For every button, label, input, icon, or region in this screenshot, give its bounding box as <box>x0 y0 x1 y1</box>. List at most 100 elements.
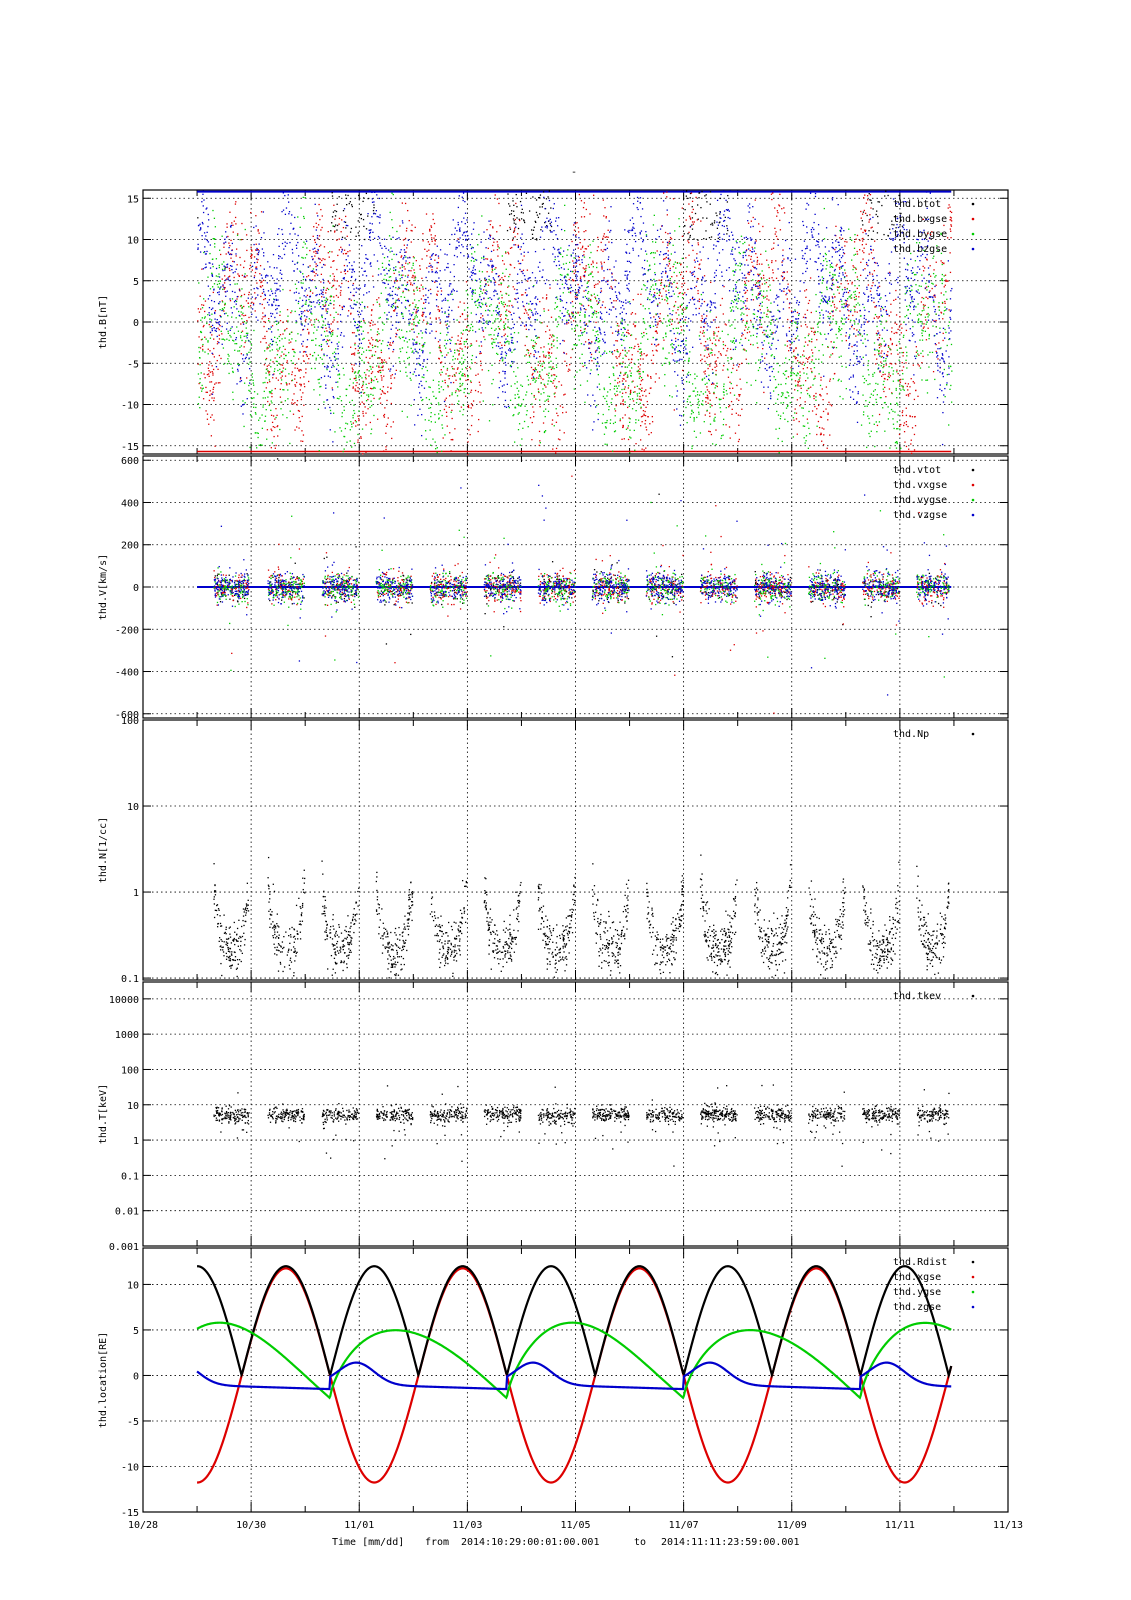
y-tick-label: 0.01 <box>115 1207 139 1218</box>
y-tick-label: 15 <box>127 194 139 205</box>
plot-frame <box>142 719 1009 981</box>
y-axis-label: thd.V[km/s] <box>98 554 109 620</box>
time-from-value: 2014:10:29:00:01:00.001 <box>461 1537 599 1548</box>
plot-frame <box>142 455 1009 719</box>
y-tick-label: 200 <box>121 541 139 552</box>
y-tick-label: 0.1 <box>121 974 139 985</box>
series-points <box>213 458 950 658</box>
y-tick-label: 600 <box>121 456 139 467</box>
plot-frame <box>142 981 1009 1247</box>
y-tick-label: 5 <box>133 277 139 288</box>
y-tick-label: -400 <box>115 668 139 679</box>
y-tick-label: 400 <box>121 498 139 509</box>
legend-marker <box>971 468 975 472</box>
panel-1: 15 10 5 0 -5 -10 -15 thd.B[nT] thd.btot thd.bxgse… <box>98 189 1009 456</box>
plot-frame <box>142 189 1009 455</box>
y-tick-label: -15 <box>121 1508 139 1519</box>
y-tick-label: 10 <box>127 236 139 247</box>
y-tick-label: 10000 <box>109 995 139 1006</box>
y-axis-label: thd.N[1/cc] <box>98 817 109 883</box>
y-axis-label: thd.location[RE] <box>98 1332 109 1428</box>
x-tick-label: 11/05 <box>560 1520 590 1531</box>
legend-marker <box>971 513 975 517</box>
y-tick-label: 0 <box>133 1371 139 1382</box>
legend-label: thd.vtot <box>893 465 941 476</box>
y-tick-label: 100 <box>121 716 139 727</box>
legend-marker <box>971 217 975 221</box>
time-to-label: to <box>634 1537 646 1548</box>
series-points <box>197 192 953 454</box>
y-tick-label: 5 <box>133 1326 139 1337</box>
y-tick-label: -15 <box>121 442 139 453</box>
x-tick-label: 11/11 <box>885 1520 915 1531</box>
y-tick-label: 0 <box>133 318 139 329</box>
legend-label: thd.bzgse <box>893 244 947 255</box>
legend-marker <box>971 202 975 206</box>
y-tick-label: -600 <box>115 710 139 721</box>
legend-marker <box>971 1305 975 1309</box>
ygse-curve <box>196 1321 952 1400</box>
legend-marker <box>971 732 975 736</box>
y-tick-label: 0.001 <box>109 1242 139 1253</box>
y-tick-label: -200 <box>115 625 139 636</box>
y-tick-label: 1 <box>133 888 139 899</box>
x-tick-label: 11/03 <box>452 1520 482 1531</box>
y-axis-label: thd.B[nT] <box>98 295 109 349</box>
x-tick-label: 11/13 <box>993 1520 1023 1531</box>
legend-label: thd.ygse <box>893 1287 941 1298</box>
y-tick-label: 1000 <box>115 1030 139 1041</box>
legend-marker <box>971 498 975 502</box>
x-tick-label: 11/01 <box>344 1520 374 1531</box>
panel-2: 600 400 200 0 -200 -400 -600 thd.V[km/s] thd.vto… <box>98 455 1009 721</box>
plot-frame <box>142 1247 1009 1513</box>
series-points <box>197 191 953 456</box>
legend-label: thd.vygse <box>893 495 947 506</box>
series-points <box>197 190 905 241</box>
legend-label: thd.bygse <box>893 229 947 240</box>
zgse-curve <box>196 1361 952 1391</box>
legend-label: thd.Np <box>893 729 929 740</box>
x-tick-label: 11/09 <box>777 1520 807 1531</box>
y-axis-label: thd.T[keV] <box>98 1084 109 1144</box>
x-tick-label: 10/30 <box>236 1520 266 1531</box>
time-from-label: from <box>425 1537 449 1548</box>
y-tick-label: -5 <box>127 359 139 370</box>
time-to-value: 2014:11:11:23:59:00.001 <box>661 1537 799 1548</box>
y-tick-label: 1 <box>133 1136 139 1147</box>
series-points <box>213 1084 950 1167</box>
legend-label: thd.zgse <box>893 1302 941 1313</box>
series-points <box>213 854 950 979</box>
legend-label: thd.tkev <box>893 991 941 1002</box>
legend-marker <box>971 247 975 251</box>
rdist-curve <box>197 1265 953 1380</box>
legend-marker <box>971 232 975 236</box>
y-tick-label: 100 <box>121 1065 139 1076</box>
legend-label: thd.Rdist <box>893 1257 947 1268</box>
legend-label: thd.vzgse <box>893 510 947 521</box>
time-axis-label: Time [mm/dd] <box>332 1537 404 1548</box>
y-tick-label: -10 <box>121 1462 139 1473</box>
y-tick-label: 10 <box>127 802 139 813</box>
y-tick-label: 0.1 <box>121 1171 139 1182</box>
legend-label: thd.vxgse <box>893 480 947 491</box>
legend-marker <box>971 1290 975 1294</box>
panel-3: 100 10 1 0.1 thd.N[1/cc] thd.Np <box>98 716 1009 985</box>
panel-5: 10 5 0 -5 -10 -15 thd.location[RE] thd.Rdist thd… <box>98 1247 1023 1531</box>
series-points <box>213 484 950 696</box>
series-points <box>197 190 953 446</box>
y-tick-label: 10 <box>127 1101 139 1112</box>
y-tick-label: -10 <box>121 401 139 412</box>
legend-marker <box>971 1275 975 1279</box>
legend-label: thd.bxgse <box>893 214 947 225</box>
figure-title: - <box>571 167 577 178</box>
legend-marker <box>971 483 975 487</box>
legend-marker <box>971 1260 975 1264</box>
y-tick-label: -5 <box>127 1417 139 1428</box>
y-tick-label: 10 <box>127 1280 139 1291</box>
x-tick-label: 11/07 <box>669 1520 699 1531</box>
y-tick-label: 0 <box>133 583 139 594</box>
legend-label: thd.btot <box>893 199 941 210</box>
legend-marker <box>971 994 975 998</box>
x-tick-label: 10/28 <box>128 1520 158 1531</box>
